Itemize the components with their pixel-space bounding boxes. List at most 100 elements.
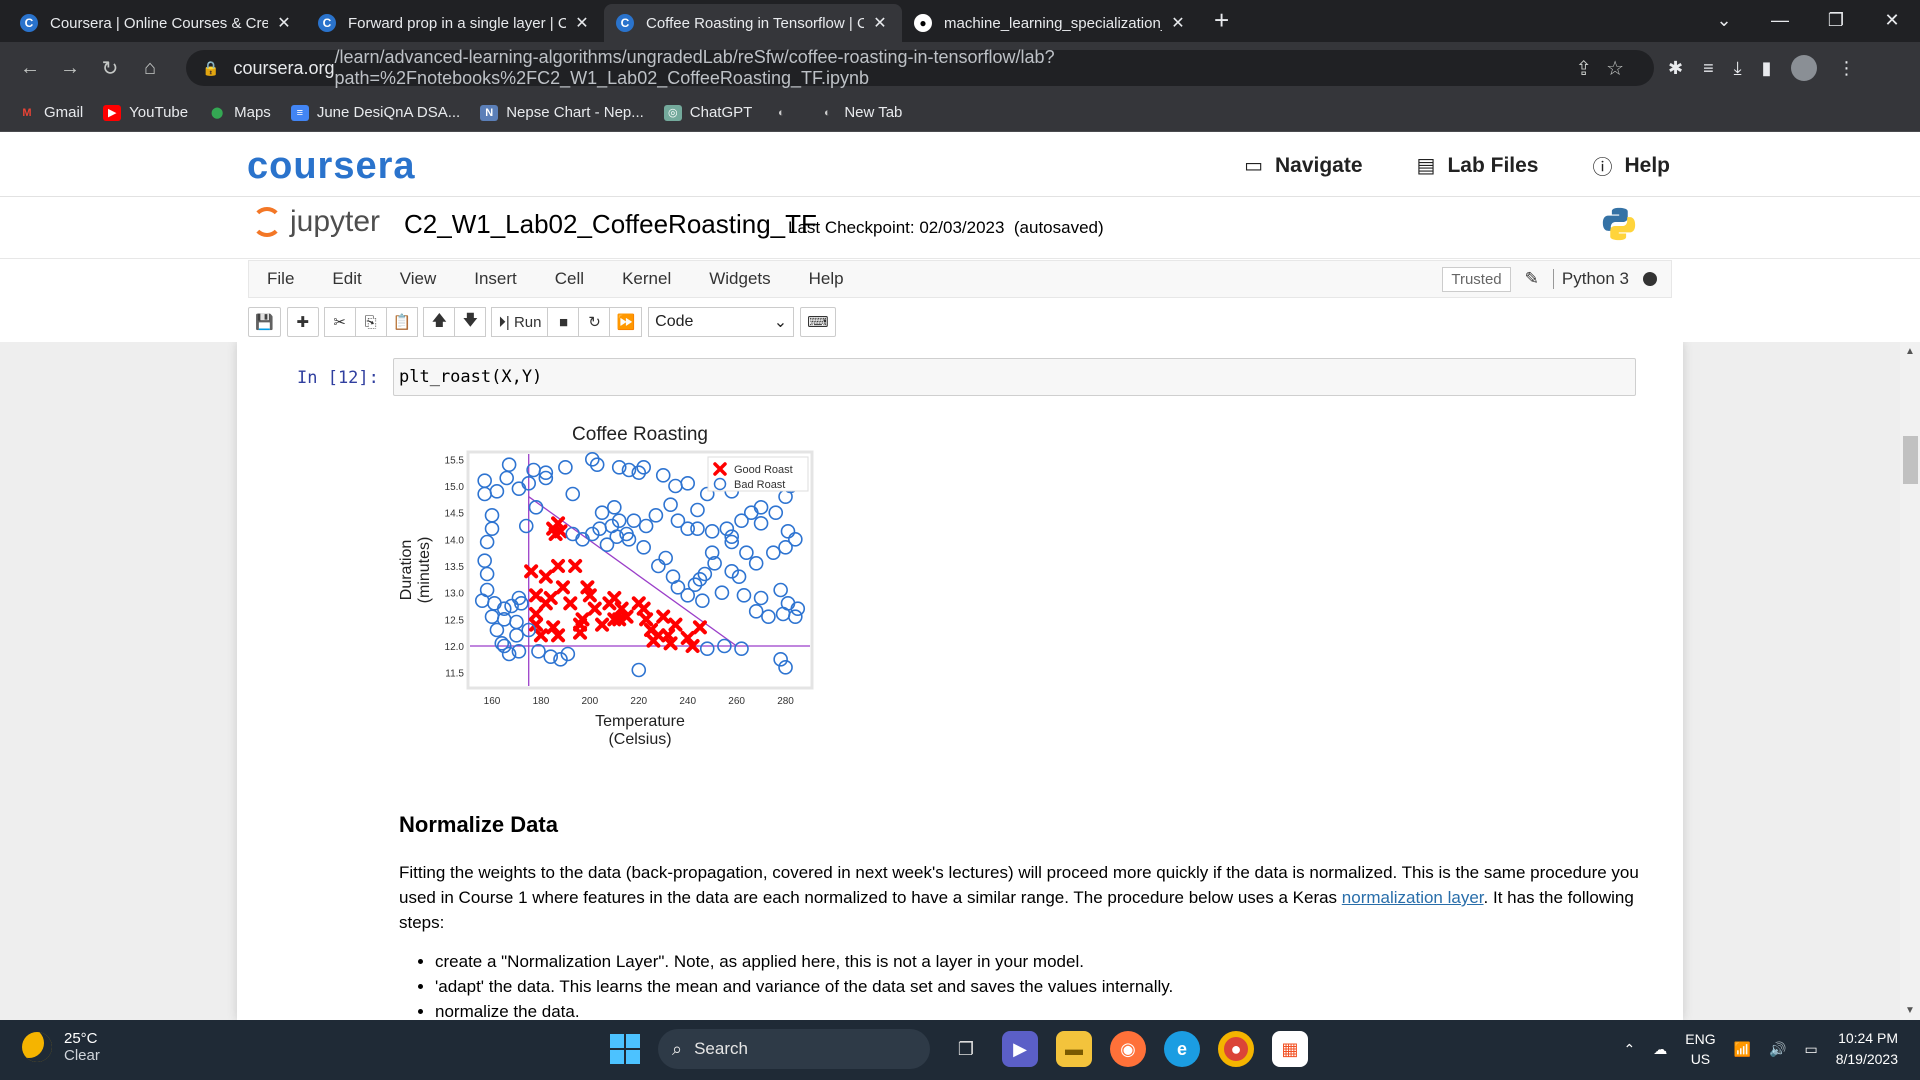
bookmark-new-tab[interactable]: ◐ New Tab	[818, 104, 902, 121]
good-roast-point	[555, 580, 570, 595]
wifi-icon[interactable]: 📶	[1733, 1040, 1752, 1057]
copy-icon[interactable]: ⎘	[354, 307, 387, 337]
kernel-name[interactable]: Python 3	[1552, 269, 1629, 289]
bad-roast-point	[753, 500, 769, 515]
add-cell-icon[interactable]: ✚	[286, 307, 319, 337]
menu-kernel[interactable]: Kernel	[622, 269, 672, 288]
browser-tab-coursera[interactable]: C Coursera | Online Courses & Cre ✕	[8, 4, 306, 42]
reading-list-icon[interactable]: ≡	[1703, 57, 1714, 78]
battery-icon[interactable]: ▭	[1804, 1040, 1818, 1057]
paste-icon[interactable]: 📋	[385, 307, 419, 337]
download-icon[interactable]: ⤓	[1733, 57, 1742, 78]
system-tray: ⌃ ☁ ENG US 📶 🔊 ▭ 10:24 PM 8/19/2023	[1624, 1028, 1898, 1070]
navigate-button[interactable]: ▭ Navigate	[1244, 153, 1363, 178]
extensions-icon[interactable]: ✱	[1668, 57, 1684, 78]
weather-widget[interactable]: 25°C Clear	[22, 1030, 100, 1064]
teams-chat-icon[interactable]: ▶	[1002, 1031, 1038, 1067]
scroll-up-icon[interactable]: ▲	[1905, 346, 1915, 357]
run-button[interactable]: ⏵| Run	[491, 307, 549, 337]
stop-icon[interactable]: ■	[547, 307, 580, 337]
restart-icon[interactable]: ↻	[578, 307, 611, 337]
keyboard-icon[interactable]: ⌨	[800, 307, 836, 337]
scrollbar-thumb[interactable]	[1903, 436, 1918, 484]
restore-icon[interactable]: ❐	[1827, 10, 1845, 30]
reload-icon[interactable]: ↻	[101, 57, 119, 80]
side-panel-icon[interactable]: ▮	[1761, 57, 1772, 78]
file-icon: ▤	[1416, 155, 1436, 177]
cell-type-select[interactable]: Code ⌄	[648, 307, 795, 337]
bookmark-youtube[interactable]: ▶ YouTube	[103, 104, 188, 121]
chevron-up-icon[interactable]: ⌃	[1623, 1040, 1636, 1057]
lock-icon[interactable]: 🔒	[202, 59, 220, 76]
bookmark-desiqna[interactable]: ≡ June DesiQnA DSA...	[290, 104, 460, 121]
move-up-icon[interactable]: 🡅	[423, 307, 456, 337]
microsoft-store-icon[interactable]: ▦	[1272, 1031, 1308, 1067]
volume-icon[interactable]: 🔊	[1769, 1040, 1787, 1057]
home-icon[interactable]: ⌂	[143, 56, 157, 79]
help-button[interactable]: ⓘ Help	[1592, 151, 1670, 180]
bookmark-maps[interactable]: ⬤ Maps	[208, 104, 271, 121]
firefox-icon[interactable]: ◉	[1110, 1031, 1146, 1067]
close-tab-icon[interactable]: ✕	[1171, 15, 1185, 32]
close-tab-icon[interactable]: ✕	[277, 15, 291, 32]
good-roast-point	[553, 524, 568, 539]
menu-widgets[interactable]: Widgets	[709, 269, 771, 288]
browser-tab-forward-prop[interactable]: C Forward prop in a single layer | C ✕	[306, 4, 604, 42]
windows-start-icon[interactable]	[610, 1034, 640, 1064]
list-item: create a "Normalization Layer". Note, as…	[435, 949, 1639, 974]
menu-kebab-icon[interactable]: ⋮	[1837, 57, 1856, 78]
tab-title: Forward prop in a single layer | C	[348, 14, 566, 32]
edit-pencil-icon[interactable]: ✎	[1524, 269, 1539, 288]
menu-insert[interactable]: Insert	[474, 269, 517, 288]
minimize-icon[interactable]: —	[1771, 10, 1789, 30]
markdown-cell[interactable]: Normalize Data Fitting the weights to th…	[399, 812, 1639, 1020]
browser-tab-coffee-roasting[interactable]: C Coffee Roasting in Tensorflow | C ✕	[604, 4, 902, 42]
save-icon[interactable]: 💾	[248, 307, 281, 337]
chrome-icon[interactable]: ●	[1218, 1031, 1254, 1067]
code-cell-input[interactable]: plt_roast(X,Y)	[393, 358, 1636, 396]
notebook-name[interactable]: C2_W1_Lab02_CoffeeRoasting_TF	[404, 209, 817, 239]
lab-files-button[interactable]: ▤ Lab Files	[1416, 153, 1539, 178]
clock[interactable]: 10:24 PM 8/19/2023	[1835, 1030, 1898, 1067]
new-tab-button[interactable]: +	[1214, 5, 1230, 35]
address-bar[interactable]: 🔒 coursera.org /learn/advanced-learning-…	[186, 47, 1654, 88]
scroll-down-icon[interactable]: ▼	[1905, 1005, 1915, 1016]
file-explorer-icon[interactable]: ▬	[1056, 1031, 1092, 1067]
close-window-icon[interactable]: ✕	[1884, 10, 1900, 30]
coursera-logo[interactable]: coursera	[247, 145, 416, 187]
tab-title: Coursera | Online Courses & Cre	[50, 14, 268, 32]
menu-file[interactable]: File	[267, 269, 295, 288]
bad-roast-point	[638, 518, 654, 534]
normalization-layer-link[interactable]: normalization layer	[1341, 888, 1484, 907]
language-indicator[interactable]: ENG US	[1685, 1031, 1716, 1067]
profile-avatar[interactable]	[1791, 55, 1818, 81]
page-scrollbar[interactable]: ▲ ▼	[1900, 342, 1920, 1020]
menu-view[interactable]: View	[399, 269, 437, 288]
good-roast-point	[563, 596, 578, 611]
cut-icon[interactable]: ✂	[323, 307, 356, 337]
browser-tab-github[interactable]: ● machine_learning_specialization_ ✕	[902, 4, 1200, 42]
menu-edit[interactable]: Edit	[332, 269, 362, 288]
menu-help[interactable]: Help	[808, 269, 844, 288]
bookmark-globe[interactable]: ◐	[772, 105, 798, 121]
onedrive-icon[interactable]: ☁	[1653, 1040, 1668, 1057]
taskbar-search[interactable]: ⌕ Search	[658, 1029, 930, 1069]
tab-search-icon[interactable]: ⌄	[1716, 10, 1732, 30]
trusted-badge[interactable]: Trusted	[1442, 266, 1511, 292]
task-view-icon[interactable]: ❐	[957, 1038, 975, 1059]
bookmark-star-icon[interactable]: ⇪☆	[1575, 57, 1638, 80]
menu-cell[interactable]: Cell	[554, 269, 585, 288]
move-down-icon[interactable]: 🡇	[454, 307, 487, 337]
bookmark-chatgpt[interactable]: ◎ ChatGPT	[663, 104, 752, 121]
back-icon[interactable]: ←	[20, 56, 40, 79]
close-tab-icon[interactable]: ✕	[575, 15, 589, 32]
close-tab-icon[interactable]: ✕	[873, 15, 887, 32]
edge-icon[interactable]: e	[1164, 1031, 1200, 1067]
bookmark-gmail[interactable]: M Gmail	[18, 104, 83, 121]
fast-forward-icon[interactable]: ⏩	[609, 307, 643, 337]
jupyter-logo[interactable]: jupyter	[252, 205, 380, 239]
bookmark-nepse[interactable]: N Nepse Chart - Nep...	[480, 104, 644, 121]
forward-icon[interactable]: →	[60, 56, 80, 79]
bad-roast-point	[714, 585, 730, 600]
bad-roast-point	[511, 644, 527, 659]
